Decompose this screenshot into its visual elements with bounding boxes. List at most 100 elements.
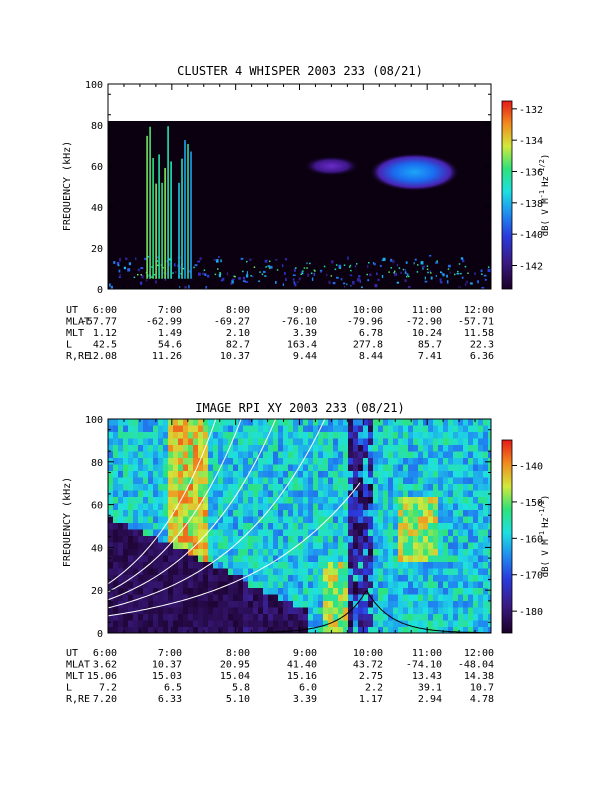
spectral-cell bbox=[228, 549, 234, 556]
spectral-cell bbox=[213, 581, 219, 589]
spectral-cell bbox=[423, 464, 429, 472]
spectral-cell bbox=[118, 607, 124, 615]
spectral-cell bbox=[113, 503, 119, 511]
spectral-cell bbox=[483, 484, 489, 491]
spectral-cell bbox=[338, 588, 344, 595]
spectral-cell bbox=[183, 445, 189, 452]
spectral-cell bbox=[218, 555, 224, 563]
spectral-cell bbox=[133, 536, 139, 543]
spectral-cell bbox=[173, 477, 179, 485]
spectral-cell bbox=[258, 419, 264, 426]
spectral-cell bbox=[438, 614, 444, 621]
spectral-cell bbox=[448, 425, 454, 433]
spectral-cell bbox=[173, 529, 179, 537]
spectral-cell bbox=[453, 510, 459, 517]
noise-speck bbox=[201, 272, 205, 275]
spectral-cell bbox=[473, 445, 479, 452]
spectral-cell bbox=[413, 497, 419, 504]
spectral-cell bbox=[348, 536, 354, 543]
spectral-cell bbox=[248, 536, 254, 543]
spectral-cell bbox=[203, 581, 209, 589]
spectral-cell bbox=[473, 516, 479, 524]
spectral-cell bbox=[328, 588, 334, 595]
noise-speck bbox=[155, 280, 157, 284]
spectral-cell bbox=[253, 516, 259, 524]
spectral-cell bbox=[243, 471, 249, 478]
spectral-cell bbox=[283, 523, 289, 530]
spectral-cell bbox=[113, 445, 119, 452]
spectral-cell bbox=[338, 529, 344, 537]
ephemeris-row-label: UT bbox=[66, 648, 78, 659]
spectral-cell bbox=[323, 601, 329, 608]
emission-blob bbox=[369, 153, 460, 192]
spectral-cell bbox=[478, 549, 484, 556]
spectral-cell bbox=[208, 607, 214, 615]
noise-speck bbox=[460, 272, 462, 275]
spectral-cell bbox=[383, 588, 389, 595]
spectral-cell bbox=[373, 438, 379, 446]
spectral-cell bbox=[228, 516, 234, 524]
noise-speck bbox=[218, 273, 221, 278]
spectral-cell bbox=[248, 510, 254, 517]
spectral-cell bbox=[448, 523, 454, 530]
spectral-cell bbox=[488, 484, 491, 491]
spectral-cell bbox=[163, 575, 169, 582]
spectral-cell bbox=[248, 575, 254, 582]
spectral-cell bbox=[313, 464, 319, 472]
spectral-cell bbox=[418, 536, 424, 543]
spectral-cell bbox=[348, 438, 354, 446]
spectral-cell bbox=[263, 529, 269, 537]
spectral-cell bbox=[383, 477, 389, 485]
spectral-cell bbox=[263, 601, 269, 608]
spectral-cell bbox=[448, 471, 454, 478]
noise-speck bbox=[369, 273, 372, 277]
spectral-cell bbox=[128, 620, 134, 628]
spectral-cell bbox=[378, 542, 384, 550]
spectral-cell bbox=[253, 523, 259, 530]
spectral-cell bbox=[248, 588, 254, 595]
spectral-cell bbox=[188, 425, 194, 433]
spectral-cell bbox=[448, 477, 454, 485]
spectral-cell bbox=[123, 490, 129, 498]
spectral-cell bbox=[413, 471, 419, 478]
spectral-cell bbox=[463, 607, 469, 615]
noise-speck bbox=[110, 285, 114, 289]
noise-speck bbox=[407, 285, 411, 288]
spectral-cell bbox=[128, 601, 134, 608]
spectral-cell bbox=[368, 601, 374, 608]
spectral-cell bbox=[183, 627, 189, 633]
spectral-cell bbox=[328, 510, 334, 517]
spectral-cell bbox=[258, 490, 264, 498]
ephemeris-value: 3.39 bbox=[293, 328, 317, 339]
spectral-cell bbox=[278, 555, 284, 563]
spectral-cell bbox=[358, 529, 364, 537]
spectral-cell bbox=[118, 510, 124, 517]
spectral-cell bbox=[138, 529, 144, 537]
spectral-cell bbox=[423, 523, 429, 530]
ephemeris-value: -79.96 bbox=[347, 317, 383, 328]
spectral-cell bbox=[363, 549, 369, 556]
spectral-cell bbox=[353, 458, 359, 465]
burst-stripe bbox=[161, 182, 163, 279]
noise-speck bbox=[157, 264, 159, 267]
spectral-cell bbox=[238, 568, 244, 576]
ephemeris-value: 5.8 bbox=[232, 683, 250, 694]
spectral-cell bbox=[213, 490, 219, 498]
spectral-cell bbox=[208, 438, 214, 446]
spectral-cell bbox=[323, 471, 329, 478]
spectral-cell bbox=[193, 523, 199, 530]
spectral-cell bbox=[303, 542, 309, 550]
spectral-cell bbox=[488, 445, 491, 452]
spectral-cell bbox=[473, 542, 479, 550]
spectral-cell bbox=[248, 445, 254, 452]
spectral-cell bbox=[368, 529, 374, 537]
spectral-cell bbox=[248, 503, 254, 511]
spectral-cell bbox=[333, 620, 339, 628]
spectral-cell bbox=[388, 562, 394, 569]
spectral-cell bbox=[398, 575, 404, 582]
spectral-cell bbox=[313, 477, 319, 485]
burst-stripe bbox=[184, 140, 186, 279]
spectral-cell bbox=[413, 510, 419, 517]
spectral-cell bbox=[488, 614, 491, 621]
